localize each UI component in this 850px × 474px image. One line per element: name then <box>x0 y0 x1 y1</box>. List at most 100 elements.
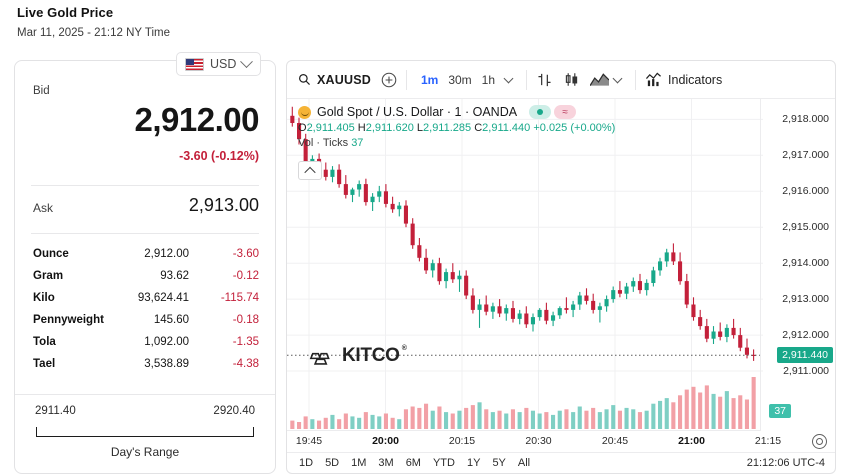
timeframe-1h[interactable]: 1h <box>481 72 496 87</box>
range-bar <box>36 427 254 437</box>
unit-price: 145.60 <box>153 314 189 326</box>
unit-change: -4.38 <box>232 358 259 370</box>
charttype-chevron-down-icon[interactable] <box>612 73 623 83</box>
unit-price: 93.62 <box>160 270 189 282</box>
chart-plot-area[interactable] <box>287 99 835 431</box>
range-button-all[interactable]: All <box>517 457 531 469</box>
days-range: 2911.40 2920.40 Day's Range <box>15 394 275 473</box>
time-tick: 20:00 <box>372 435 399 447</box>
crosshair-icon[interactable] <box>812 434 827 449</box>
unit-change: -115.74 <box>220 292 259 304</box>
unit-row: Gram 93.62 -0.12 <box>15 265 275 287</box>
range-button-ytd[interactable]: YTD <box>432 457 455 469</box>
unit-name: Tola <box>33 336 56 348</box>
time-tick: 21:15 <box>754 435 782 447</box>
time-tick: 20:30 <box>525 435 552 447</box>
price-tick: 2,912.000 <box>782 329 829 342</box>
unit-name: Pennyweight <box>33 314 104 326</box>
range-button-6m[interactable]: 6M <box>405 457 421 469</box>
timeframe-30m[interactable]: 30m <box>448 72 472 87</box>
unit-name: Kilo <box>33 292 55 304</box>
bid-label: Bid <box>33 85 50 97</box>
currency-label: USD <box>210 57 237 71</box>
price-tick: 2,913.000 <box>782 293 829 306</box>
range-button-1y[interactable]: 1Y <box>466 457 481 469</box>
time-tick: 20:15 <box>448 435 476 447</box>
candlestick-chart-icon[interactable] <box>563 71 580 88</box>
chevron-down-icon <box>240 54 254 68</box>
gold-symbol-icon <box>298 105 311 119</box>
range-button-1m[interactable]: 1M <box>351 457 367 469</box>
chart-bottom-bar: 1D 5D 1M 3M 6M YTD 1Y 5Y All 21:12:06 UTC-4 <box>287 452 835 473</box>
unit-row: Pennyweight 145.60 -0.18 <box>15 309 275 331</box>
range-button-3m[interactable]: 3M <box>378 457 394 469</box>
unit-price: 2,912.00 <box>144 248 189 260</box>
last-volume-badge: 37 <box>769 404 791 418</box>
kitco-wordmark: KITCO ® <box>342 345 407 366</box>
unit-price: 3,538.89 <box>144 358 189 370</box>
divider <box>31 233 259 234</box>
price-axis[interactable]: 2,918.000 2,917.000 2,916.000 2,915.000 2,91… <box>760 99 835 431</box>
search-icon <box>298 73 311 86</box>
unit-name: Tael <box>33 358 56 370</box>
range-label: Day's Range <box>110 445 180 459</box>
range-button-1d[interactable]: 1D <box>299 457 314 469</box>
price-tick: 2,917.000 <box>782 149 829 162</box>
indicators-button[interactable]: Indicators <box>645 72 722 88</box>
unit-price: 1,092.00 <box>144 336 189 348</box>
timeframe-chevron-down-icon[interactable] <box>503 73 514 83</box>
data-delay-badge[interactable]: ≈ <box>554 105 577 119</box>
page-timestamp: Mar 11, 2025 - 21:12 NY Time <box>17 27 170 39</box>
price-tick: 2,916.000 <box>782 185 829 198</box>
chart-toolbar: XAUUSD 1m 30m 1h <box>287 61 835 99</box>
bar-chart-icon[interactable] <box>536 71 553 88</box>
unit-change: -1.35 <box>232 336 259 348</box>
range-high: 2920.40 <box>213 405 255 417</box>
quote-panel: Bid 2,912.00 -3.60 (-0.12%) Ask 2,913.00… <box>14 60 276 474</box>
timeframe-1m[interactable]: 1m <box>420 72 439 87</box>
chart-title: Gold Spot / U.S. Dollar · 1 · OANDA <box>317 105 518 119</box>
unit-name: Gram <box>33 270 64 282</box>
unit-change: -3.60 <box>232 248 259 260</box>
unit-row: Tael 3,538.89 -4.38 <box>15 353 275 375</box>
chart-clock: 21:12:06 UTC-4 <box>746 457 825 469</box>
toolbar-divider <box>635 69 637 90</box>
last-price-badge: 2,911.440 <box>777 347 833 364</box>
toolbar-divider <box>405 69 407 90</box>
ask-label: Ask <box>33 201 54 215</box>
price-tick: 2,914.000 <box>782 257 829 270</box>
time-tick: 20:45 <box>601 435 629 447</box>
bid-change: -3.60 (-0.12%) <box>179 149 259 163</box>
currency-selector[interactable]: USD <box>176 52 262 76</box>
range-button-5y[interactable]: 5Y <box>492 457 506 469</box>
price-tick: 2,918.000 <box>782 113 829 126</box>
unit-row: Kilo 93,624.41 -115.74 <box>15 287 275 309</box>
gold-bars-icon <box>309 348 337 365</box>
bid-value: 2,912.00 <box>134 101 260 138</box>
range-low: 2911.40 <box>35 405 76 417</box>
ask-row: Ask 2,913.00 <box>15 193 275 233</box>
volume-readout: Vol · Ticks 37 <box>298 137 364 149</box>
chart-legend: Gold Spot / U.S. Dollar · 1 · OANDA ≈ O2… <box>298 105 615 149</box>
market-open-badge[interactable] <box>529 105 552 119</box>
time-axis[interactable]: 19:45 20:00 20:15 20:30 20:45 21:00 21:15 <box>287 430 781 453</box>
price-tick: 2,911.000 <box>783 365 829 377</box>
indicators-label: Indicators <box>668 72 723 87</box>
chart-panel: XAUUSD 1m 30m 1h <box>286 60 836 474</box>
unit-row: Ounce 2,912.00 -3.60 <box>15 243 275 265</box>
legend-collapse-button[interactable] <box>298 161 322 180</box>
range-button-5d[interactable]: 5D <box>325 457 340 469</box>
chevron-up-icon <box>304 166 316 178</box>
page-header: Live Gold Price Mar 11, 2025 - 21:12 NY … <box>17 5 170 39</box>
plus-circle-icon[interactable] <box>381 72 397 88</box>
symbol-label: XAUUSD <box>317 72 371 87</box>
area-chart-icon[interactable] <box>590 72 610 87</box>
kitco-watermark: KITCO ® <box>309 345 407 367</box>
divider <box>31 185 259 186</box>
unit-name: Ounce <box>33 248 69 260</box>
symbol-search[interactable]: XAUUSD <box>287 73 371 87</box>
time-tick: 21:00 <box>678 435 705 447</box>
unit-change: -0.12 <box>232 270 259 282</box>
page-title: Live Gold Price <box>17 5 114 20</box>
